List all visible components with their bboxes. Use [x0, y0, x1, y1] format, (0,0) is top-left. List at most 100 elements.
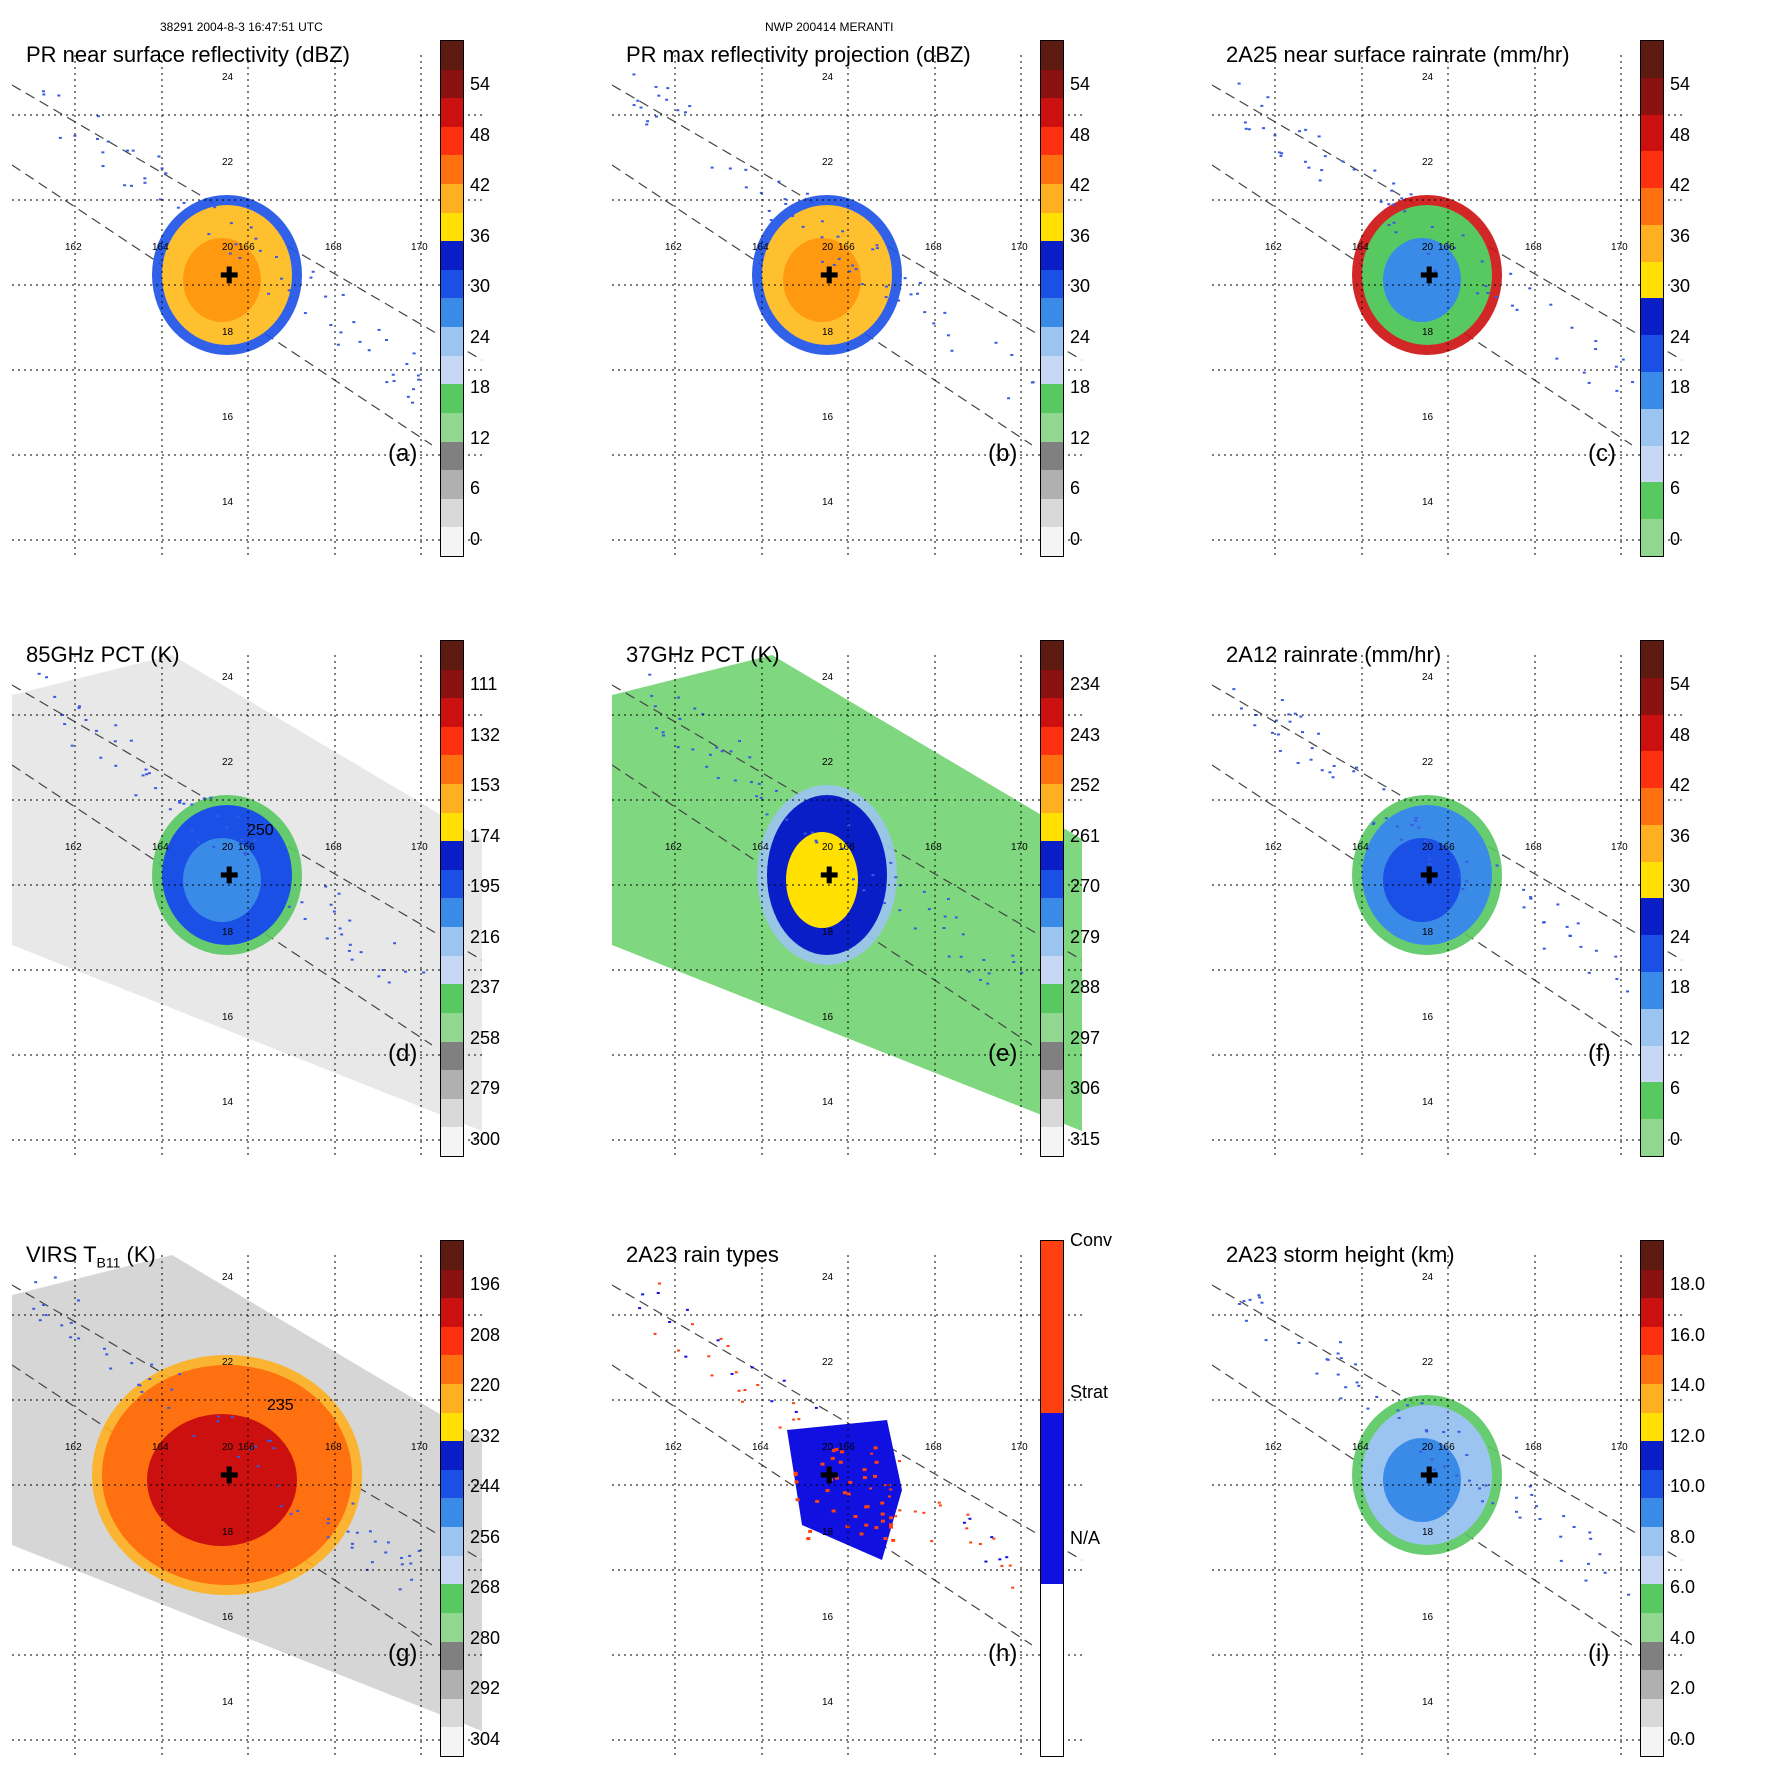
rain-pixel — [677, 696, 681, 699]
colorbar-tick-label: 292 — [470, 1678, 501, 1698]
rain-pixel — [1627, 1593, 1631, 1596]
rain-pixel — [212, 845, 216, 848]
rain-pixel — [1011, 954, 1015, 957]
colorbar-swatch — [441, 641, 463, 670]
colorbar-tick-label: 132 — [470, 724, 501, 745]
convective-pixel — [808, 1529, 813, 1533]
rain-pixel — [1528, 1485, 1532, 1488]
rain-pixel — [909, 293, 913, 296]
colorbar-swatch — [1641, 1670, 1663, 1699]
rain-pixel — [406, 395, 410, 398]
lon-label: 168 — [1525, 1442, 1542, 1453]
storm-center-marker: ✚ — [220, 863, 238, 888]
rain-pixel — [143, 177, 147, 180]
rain-pixel — [1494, 295, 1498, 298]
convective-pixel — [864, 1523, 869, 1527]
rain-pixel — [148, 1399, 152, 1402]
colorbar-tick-label: 258 — [470, 1027, 501, 1048]
rain-pixel — [756, 1383, 760, 1386]
colorbar-tick-label: 0 — [1670, 528, 1681, 549]
rain-pixel — [738, 739, 742, 742]
rain-pixel — [1572, 1525, 1576, 1528]
convective-pixel — [891, 1538, 896, 1542]
colorbar-swatch — [1641, 751, 1663, 789]
lat-label: 14 — [222, 1097, 234, 1108]
rain-pixel — [1419, 1450, 1423, 1453]
rain-pixel — [350, 1546, 354, 1549]
rain-pixel — [932, 322, 936, 325]
convective-pixel — [874, 1526, 879, 1530]
rain-pixel — [329, 324, 333, 327]
lat-label: 18 — [822, 327, 834, 338]
colorbar-tick-label: 304 — [470, 1728, 501, 1749]
lat-label: 20 — [822, 242, 834, 253]
rain-pixel — [338, 927, 342, 930]
rain-pixel — [978, 1543, 982, 1546]
storm-center-marker: ✚ — [820, 263, 838, 288]
colorbar-tick-label: 12.0 — [1670, 1425, 1706, 1446]
lon-label: 168 — [325, 842, 342, 853]
rain-pixel — [61, 713, 65, 716]
rain-pixel — [750, 1366, 754, 1369]
rain-pixel — [1325, 1358, 1329, 1361]
colorbar-tick-label: 30 — [1670, 876, 1691, 896]
colorbar-swatch — [441, 1041, 463, 1071]
rain-pixel — [53, 1276, 57, 1279]
rain-pixel — [1293, 712, 1297, 715]
rain-pixel — [1446, 244, 1450, 247]
rain-pixel — [1328, 771, 1332, 774]
rain-pixel — [683, 111, 687, 114]
rain-pixel — [666, 87, 670, 90]
rain-pixel — [408, 1554, 412, 1557]
colorbar-swatch — [1041, 126, 1063, 156]
convective-pixel — [859, 1532, 864, 1536]
colorbar-tick-label: 288 — [1070, 977, 1101, 997]
rain-pixel — [641, 1293, 645, 1296]
rain-pixel — [1243, 121, 1247, 124]
rain-pixel — [820, 236, 824, 239]
rain-pixel — [1300, 731, 1304, 734]
rain-pixel — [1254, 713, 1258, 716]
rain-pixel — [1336, 1373, 1340, 1376]
rain-pixel — [1237, 1302, 1241, 1305]
colorbar-swatch — [441, 1555, 463, 1585]
rain-pixel — [1588, 1531, 1592, 1534]
colorbar-swatch — [1041, 212, 1063, 242]
rain-pixel — [730, 1372, 734, 1375]
rain-pixel — [1296, 761, 1300, 764]
rain-pixel — [1425, 1430, 1429, 1433]
rain-pixel — [1515, 1510, 1519, 1513]
rain-pixel — [370, 1561, 374, 1564]
rain-pixel — [916, 292, 920, 295]
rain-pixel — [1582, 371, 1586, 374]
rain-pixel — [236, 1455, 240, 1458]
colorbar-swatch — [1641, 372, 1663, 409]
rain-pixel — [1307, 166, 1311, 169]
colorbar-swatch — [441, 1070, 463, 1099]
colorbar-swatch — [441, 726, 463, 756]
colorbar-swatch — [441, 698, 463, 727]
rain-pixel — [243, 853, 247, 856]
rain-pixel — [792, 1402, 796, 1405]
rain-pixel — [774, 789, 778, 792]
storm-center-marker: ✚ — [1420, 863, 1438, 888]
rain-pixel — [42, 93, 46, 96]
rain-pixel — [258, 249, 262, 252]
colorbar-swatch — [1041, 384, 1063, 413]
rain-pixel — [1414, 819, 1418, 822]
colorbar — [1640, 1240, 1664, 1757]
rain-pixel — [1260, 104, 1264, 107]
rain-pixel — [148, 1378, 152, 1381]
rain-pixel — [45, 676, 49, 679]
convective-pixel — [862, 1468, 867, 1472]
colorbar-tick-label: 196 — [470, 1274, 501, 1294]
panel-title: 2A23 storm height (km) — [1226, 1242, 1455, 1267]
convective-pixel — [880, 1519, 885, 1523]
lon-label: 166 — [238, 842, 255, 853]
rain-pixel — [309, 276, 313, 279]
colorbar-swatch — [1041, 527, 1063, 556]
rain-pixel — [987, 972, 991, 975]
rain-pixel — [797, 1418, 801, 1421]
colorbar-tick-label: 6 — [1670, 478, 1681, 498]
colorbar — [1640, 640, 1664, 1157]
